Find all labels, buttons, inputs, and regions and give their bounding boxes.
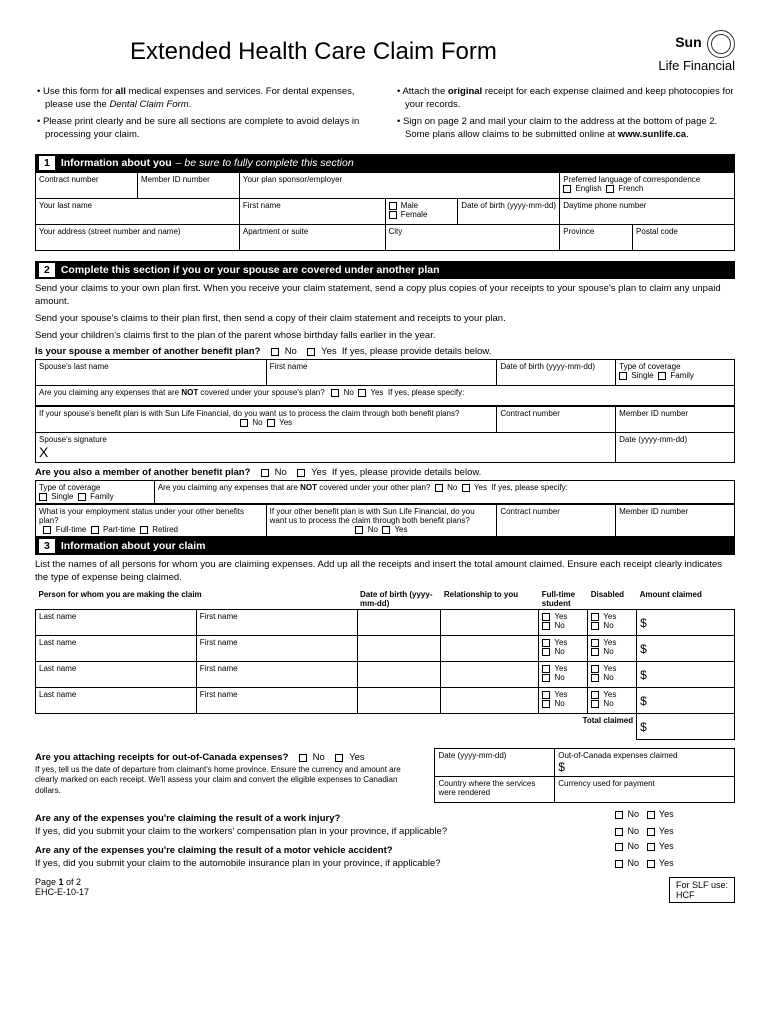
not-covered-spouse[interactable]: Are you claiming any expenses that are N… [36,386,735,406]
member-id-field[interactable]: Member ID number [137,173,239,199]
total-claimed[interactable]: $ [637,714,735,740]
you-member-question: Are you also a member of another benefit… [35,467,735,478]
slf-box: For SLF use:HCF [669,877,735,903]
claim-row[interactable]: Last nameFirst name Yes No Yes No$ [36,636,735,662]
spouse-firstname[interactable]: First name [266,360,497,386]
mv-accident-q: Are any of the expenses you're claiming … [35,845,615,856]
your-coverage[interactable]: Type of coverage Single Family [36,481,155,504]
spouse-contract[interactable]: Contract number [497,407,616,433]
instructions-right: Attach the original receipt for each exp… [395,85,735,144]
province-field[interactable]: Province [560,225,633,251]
mv-accident-q2: If yes, did you submit your claim to the… [35,858,615,869]
apt-field[interactable]: Apartment or suite [239,225,385,251]
phone-field[interactable]: Daytime phone number [560,199,735,225]
instructions-left: Use this form for all medical expenses a… [35,85,375,144]
language-field[interactable]: Preferred language of correspondence Eng… [560,173,735,199]
spouse-lastname[interactable]: Spouse's last name [36,360,267,386]
page-footer: Page 1 of 2EHC-E-10-17 [35,877,89,903]
spouse-signature[interactable]: Spouse's signatureX [36,433,616,463]
spouse-member[interactable]: Member ID number [616,407,735,433]
ooc-date[interactable]: Date (yyyy-mm-dd) [435,749,555,777]
contract-number-field[interactable]: Contract number [36,173,138,199]
work-injury-q2: If yes, did you submit your claim to the… [35,826,615,837]
both-plans-other[interactable]: If your other benefit plan is with Sun L… [266,505,497,537]
claim-row[interactable]: Last nameFirst name Yes No Yes No$ [36,610,735,636]
sec2-p1: Send your claims to your own plan first.… [35,283,735,309]
spouse-sig-date[interactable]: Date (yyyy-mm-dd) [616,433,735,463]
sponsor-field[interactable]: Your plan sponsor/employer [239,173,559,199]
section-3-header: 3 Information about your claim [35,537,735,555]
address-field[interactable]: Your address (street number and name) [36,225,240,251]
employment-status[interactable]: What is your employment status under you… [36,505,267,537]
ooc-country[interactable]: Country where the services were rendered [435,777,555,803]
postal-field[interactable]: Postal code [633,225,735,251]
city-field[interactable]: City [385,225,560,251]
ooc-text: If yes, tell us the date of departure fr… [35,765,424,796]
claim-row[interactable]: Last nameFirst name Yes No Yes No$ [36,688,735,714]
form-title: Extended Health Care Claim Form [130,38,497,66]
both-plans-spouse[interactable]: If your spouse's benefit plan is with Su… [36,407,497,433]
lastname-field[interactable]: Your last name [36,199,240,225]
section-2-header: 2 Complete this section if you or your s… [35,261,735,279]
dob-field[interactable]: Date of birth (yyyy-mm-dd) [458,199,560,225]
spouse-dob[interactable]: Date of birth (yyyy-mm-dd) [497,360,616,386]
gender-field[interactable]: Male Female [385,199,458,225]
ooc-amount[interactable]: Out-of-Canada expenses claimed$ [555,749,735,777]
other-member[interactable]: Member ID number [616,505,735,537]
ooc-currency[interactable]: Currency used for payment [555,777,735,803]
section-1-table: Contract number Member ID number Your pl… [35,172,735,251]
section-1-header: 1 Information about you – be sure to ful… [35,154,735,172]
logo: Sun Life Financial [658,30,735,73]
not-covered-other[interactable]: Are you claiming any expenses that are N… [154,481,734,504]
globe-icon [707,30,735,58]
spouse-coverage[interactable]: Type of coverage Single Family [616,360,735,386]
sec2-p2: Send your spouse's claims to their plan … [35,313,735,326]
ooc-question: Are you attaching receipts for out-of-Ca… [35,752,424,763]
spouse-member-question: Is your spouse a member of another benef… [35,346,735,357]
work-injury-q: Are any of the expenses you're claiming … [35,813,615,824]
sec3-intro: List the names of all persons for whom y… [35,559,735,585]
sec2-p3: Send your children's claims first to the… [35,330,735,343]
claim-row[interactable]: Last nameFirst name Yes No Yes No$ [36,662,735,688]
other-contract[interactable]: Contract number [497,505,616,537]
firstname-field[interactable]: First name [239,199,385,225]
